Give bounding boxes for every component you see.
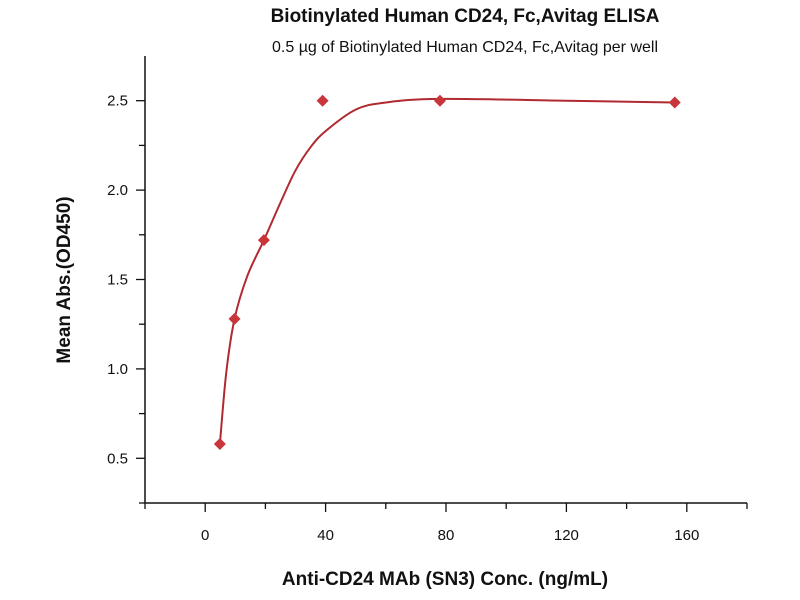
y-tick-label: 2.5 (107, 93, 128, 110)
x-tick-label: 120 (554, 527, 579, 544)
data-point (316, 94, 329, 107)
axes: 0 40 80 120 160 0.5 1.0 1.5 2.0 2.5 (107, 56, 748, 544)
y-tick-label: 1.5 (107, 272, 128, 289)
fit-curve (218, 97, 675, 445)
x-axis-label: Anti-CD24 MAb (SN3) Conc. (ng/mL) (282, 569, 608, 590)
x-tick-label: 0 (201, 527, 209, 544)
y-tick-label: 0.5 (107, 450, 128, 467)
data-point (433, 94, 446, 107)
y-tick-label: 1.0 (107, 361, 128, 378)
data-point (228, 312, 241, 325)
data-point (213, 437, 226, 450)
data-points (213, 94, 681, 450)
data-point (668, 96, 681, 109)
chart-subtitle: 0.5 µg of Biotinylated Human CD24, Fc,Av… (272, 39, 658, 56)
chart-title: Biotinylated Human CD24, Fc,Avitag ELISA (271, 6, 660, 27)
y-axis-label: Mean Abs.(OD450) (54, 196, 75, 363)
x-tick-label: 40 (317, 527, 334, 544)
y-tick-label: 2.0 (107, 182, 128, 199)
x-tick-label: 80 (438, 527, 455, 544)
data-point (257, 234, 270, 247)
x-tick-label: 160 (674, 527, 699, 544)
